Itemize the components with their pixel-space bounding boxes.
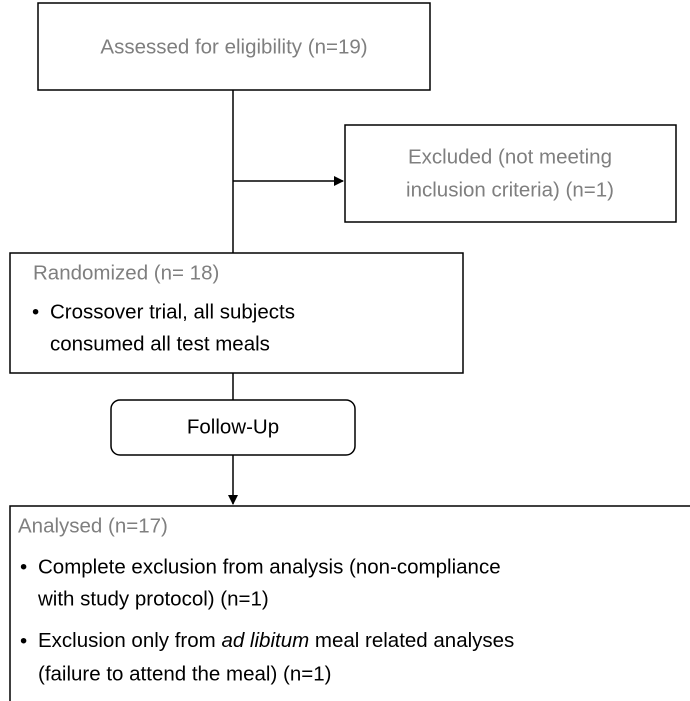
bullet-text: Crossover trial, all subjects xyxy=(50,300,295,323)
bullet: • xyxy=(32,300,39,323)
box-label: inclusion criteria) (n=1) xyxy=(406,178,614,201)
box-label: Excluded (not meeting xyxy=(408,145,612,168)
bullet-text: Exclusion only from ad libitum meal rela… xyxy=(38,629,514,652)
bullet: • xyxy=(20,629,27,652)
text-run: Exclusion only from xyxy=(38,629,221,652)
follow-up-box xyxy=(110,399,356,456)
excluded-box xyxy=(344,124,677,223)
text-run: ad libitum xyxy=(221,629,309,652)
bullet-text: consumed all test meals xyxy=(50,332,270,355)
bullet-text: with study protocol) (n=1) xyxy=(37,587,269,610)
bullet: • xyxy=(20,555,27,578)
randomized-box xyxy=(9,252,464,374)
box-label: Randomized (n= 18) xyxy=(33,261,219,284)
text-run: meal related analyses xyxy=(309,629,514,652)
box-label: Assessed for eligibility (n=19) xyxy=(100,35,367,58)
box-label: Analysed (n=17) xyxy=(18,514,168,537)
analysed-box xyxy=(9,505,690,701)
eligibility-box xyxy=(37,2,431,91)
box-label: Follow-Up xyxy=(187,415,279,438)
bullet-text: Complete exclusion from analysis (non-co… xyxy=(38,555,501,578)
bullet-text: (failure to attend the meal) (n=1) xyxy=(38,662,331,685)
